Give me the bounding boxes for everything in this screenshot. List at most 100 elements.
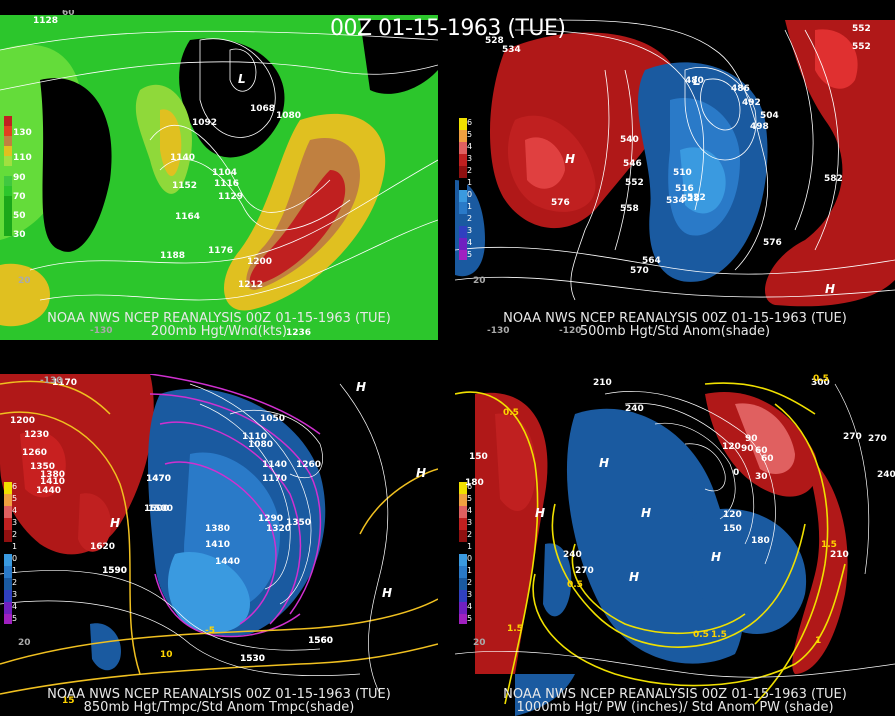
contour-label: 486 [731, 84, 750, 94]
contour-label: 516 [675, 184, 694, 194]
contour-label: 1110 [242, 432, 268, 442]
contour-label: 1470 [146, 474, 172, 484]
contour-label: 1080 [276, 111, 302, 121]
legend-label: 4 [12, 506, 18, 515]
legend-label: 2 [467, 166, 473, 175]
contour-label: 1590 [102, 566, 128, 576]
contour-label: 1560 [308, 636, 334, 646]
longitude-label: -120 [559, 326, 582, 336]
contour-label: 1050 [260, 414, 286, 424]
legend-label: 1 [467, 542, 473, 551]
contour-label: 1170 [262, 474, 288, 484]
contour-label: 150 [469, 452, 488, 462]
map-200mb-graphic [0, 10, 438, 340]
legend-label: 1 [12, 542, 18, 551]
legend-label: 90 [13, 173, 26, 183]
legend-label: 3 [467, 518, 473, 527]
legend-label: 50 [13, 211, 26, 221]
contour-label: 120 [723, 510, 742, 520]
legend-label: 2 [12, 530, 18, 539]
high-pressure-marker: H [356, 380, 367, 394]
contour-label: 240 [877, 470, 895, 480]
legend-label: 3 [12, 590, 18, 599]
contour-label: 1152 [172, 181, 198, 191]
legend-label: 70 [13, 192, 26, 202]
field-caption: 500mb Hgt/Std Anom(shade) [579, 324, 771, 339]
legend-label: 1 [467, 178, 473, 187]
pw-label: 1.5 [711, 630, 727, 640]
high-pressure-marker: H [565, 152, 576, 166]
contour-label: 150 [723, 524, 742, 534]
legend-label: 0 [467, 554, 473, 563]
contour-label: 90 [741, 444, 754, 454]
latitude-label: 20 [18, 638, 31, 648]
contour-label: 492 [742, 98, 761, 108]
legend-label: 2 [467, 578, 473, 587]
contour-label: 576 [763, 238, 782, 248]
pw-label: 0.5 [503, 408, 519, 418]
legend-label: 5 [467, 250, 473, 259]
field-caption: 1000mb Hgt/ PW (inches)/ Std Anom PW (sh… [516, 700, 834, 715]
contour-label: 1092 [192, 118, 218, 128]
legend-label: 4 [12, 602, 18, 611]
latitude-label: 20 [473, 276, 486, 286]
contour-label: 534 [502, 45, 521, 55]
contour-label: 1200 [10, 416, 36, 426]
contour-label: 552 [852, 42, 871, 52]
legend-label: 0 [467, 190, 473, 199]
contour-label: 534 [666, 196, 685, 206]
source-caption: NOAA NWS NCEP REANALYSIS 00Z 01-15-1963 … [503, 311, 847, 326]
contour-label: 1440 [36, 486, 62, 496]
field-caption: 200mb Hgt/Wnd(kts) [150, 324, 288, 339]
low-pressure-marker: L [693, 74, 701, 88]
contour-label: 1200 [247, 257, 273, 267]
contour-label: 1170 [52, 378, 78, 388]
contour-label: 1290 [258, 514, 284, 524]
legend-label: 5 [467, 614, 473, 623]
high-pressure-marker: H [416, 466, 427, 480]
contour-label: 552 [625, 178, 644, 188]
source-caption: NOAA NWS NCEP REANALYSIS 00Z 01-15-1963 … [503, 687, 847, 702]
legend-label: 3 [467, 154, 473, 163]
contour-label: 528 [485, 36, 504, 46]
legend-label: 5 [467, 130, 473, 139]
contour-label: 1212 [238, 280, 264, 290]
pw-label: 0.5 [567, 580, 583, 590]
contour-label: 510 [673, 168, 692, 178]
contour-label: 582 [824, 174, 843, 184]
high-pressure-marker: H [641, 506, 652, 520]
legend-label: 6 [467, 482, 473, 491]
contour-label: 1128 [33, 16, 59, 26]
panel-850mb-map: 6 5 4 3 2 1 0 1 2 3 4 5 1170 1200 1230 1… [0, 374, 438, 716]
source-caption: NOAA NWS NCEP REANALYSIS 00Z 01-15-1963 … [47, 687, 391, 702]
contour-label: 504 [760, 111, 779, 121]
contour-label: 1470 [146, 474, 172, 484]
contour-label: 1104 [212, 168, 238, 178]
legend-label: 0 [12, 554, 18, 563]
contour-label: 180 [751, 536, 770, 546]
contour-label: 498 [750, 122, 769, 132]
temperature-label: -5 [205, 626, 215, 636]
contour-label: 1530 [240, 654, 266, 664]
legend-label: 2 [467, 530, 473, 539]
longitude-label: -130 [90, 326, 113, 336]
contour-label: 60 [755, 446, 768, 456]
legend-label: 1 [467, 566, 473, 575]
contour-label: 576 [551, 198, 570, 208]
map-1000mb-graphic [455, 374, 895, 716]
contour-label: 546 [623, 159, 642, 169]
panel-200mb-map: 130 110 90 70 50 30 1128 1068 1080 1092 … [0, 10, 438, 340]
temperature-label: 15 [62, 696, 75, 706]
contour-label: 1236 [286, 328, 312, 338]
contour-label: 1410 [40, 477, 66, 487]
contour-label: 210 [593, 378, 612, 388]
legend-label: 3 [467, 590, 473, 599]
contour-label: 1188 [160, 251, 186, 261]
contour-label: 522 [687, 193, 706, 203]
contour-label: 210 [830, 550, 849, 560]
contour-label: 1350 [30, 462, 56, 472]
latitude-label: 60 [62, 10, 75, 18]
contour-label: 180 [465, 478, 484, 488]
legend-label: 5 [12, 614, 18, 623]
